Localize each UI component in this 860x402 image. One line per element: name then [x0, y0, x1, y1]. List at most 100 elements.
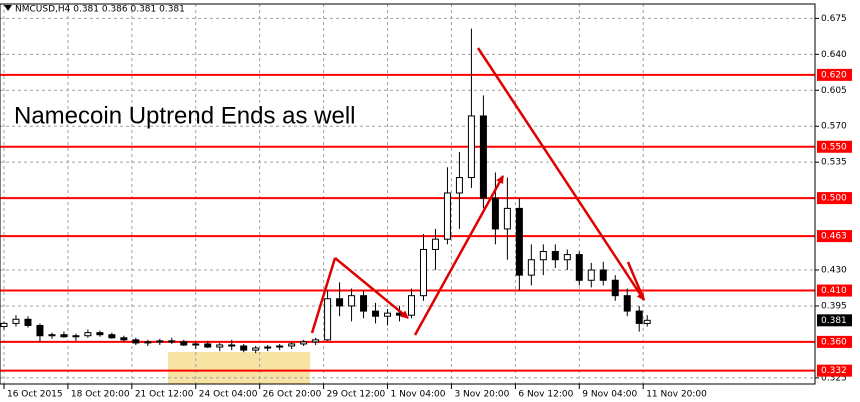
candle-body: [348, 295, 356, 307]
candle-body: [84, 332, 92, 337]
candle-body: [180, 341, 188, 346]
candle-body: [24, 318, 32, 326]
candle-body: [479, 115, 487, 199]
annotation: Namecoin Uptrend Ends as well: [14, 102, 356, 129]
candle-body: [216, 344, 224, 348]
arrow: [413, 175, 505, 336]
candle-body: [467, 115, 475, 179]
price-label: 0.381: [821, 316, 847, 326]
level-layer: [0, 73, 815, 372]
candle-body: [264, 346, 272, 349]
level-label-box: [817, 335, 852, 348]
candle-body: [300, 341, 308, 345]
candle-body: [60, 334, 68, 338]
candle-body: [108, 334, 116, 339]
candle-body: [156, 340, 164, 343]
x-tick-label: 9 Nov 04:00: [582, 390, 637, 400]
candle-body: [643, 319, 651, 324]
candle-body: [551, 251, 559, 261]
x-tick-label: 18 Oct 20:00: [71, 390, 130, 400]
arrow: [626, 261, 646, 301]
candle-body: [48, 334, 56, 337]
candle-body: [491, 197, 499, 230]
candle-body: [563, 254, 571, 261]
candle-body: [599, 269, 607, 281]
arrow: [310, 257, 337, 334]
candle-body: [36, 324, 44, 337]
x-tick-label: 3 Nov 20:00: [454, 390, 509, 400]
level-label-box: [817, 68, 852, 81]
candle-body: [96, 332, 104, 336]
y-tick-label: 0.675: [821, 14, 847, 24]
candle-body: [587, 269, 595, 281]
candle-body: [288, 343, 296, 347]
candle-layer: [0, 28, 651, 354]
y-tick-label: 0.570: [821, 122, 847, 132]
level-label: 0.620: [821, 70, 847, 80]
candle-body: [443, 192, 451, 240]
candle-body: [336, 298, 344, 307]
candle-body: [144, 341, 152, 344]
x-tick-label: 1 Nov 04:00: [391, 390, 446, 400]
candle-body: [372, 310, 380, 317]
x-tick-label: 24 Oct 04:00: [199, 390, 258, 400]
trend-arrows: [310, 47, 646, 336]
candle-body: [120, 337, 128, 341]
level-label: 0.550: [821, 142, 847, 152]
candle-body: [0, 322, 8, 327]
price-label-box: [817, 314, 852, 327]
level-label: 0.500: [821, 194, 847, 204]
highlight-zone: [168, 352, 310, 384]
candle-body: [384, 312, 392, 317]
candle-body: [12, 318, 20, 324]
candle-body: [539, 251, 547, 261]
candle-body: [72, 335, 80, 338]
chart-title: NMCUSD,H4 0.381 0.386 0.381 0.381: [15, 5, 185, 15]
level-label-box: [817, 284, 852, 297]
arrow: [476, 47, 646, 301]
candle-body: [204, 343, 212, 348]
level-label-box: [817, 230, 852, 243]
level-label-box: [817, 192, 852, 205]
level-label: 0.332: [821, 366, 847, 376]
level-label: 0.463: [821, 232, 847, 242]
candle-body: [324, 298, 332, 341]
candle-body: [168, 340, 176, 343]
candle-body: [252, 347, 260, 351]
level-label: 0.360: [821, 337, 847, 347]
level-label: 0.410: [821, 286, 847, 296]
candle-body: [455, 177, 463, 194]
candle-body: [575, 254, 583, 281]
plot-frame: [0, 3, 816, 385]
candle-body: [623, 295, 631, 312]
y-tick-label: 0.325: [821, 373, 847, 383]
candle-body: [503, 207, 511, 230]
candle-body: [635, 310, 643, 324]
candle-body: [431, 238, 439, 250]
x-tick-label: 6 Nov 12:00: [518, 390, 573, 400]
candle-body: [276, 345, 284, 348]
candle-body: [312, 339, 320, 343]
y-tick-label: 0.535: [821, 158, 847, 168]
x-tick-label: 29 Oct 12:00: [327, 390, 386, 400]
x-tick-label: 26 Oct 20:00: [263, 390, 322, 400]
candle-body: [228, 344, 236, 347]
candle-body: [407, 295, 415, 316]
candle-body: [240, 345, 248, 351]
level-label-box: [817, 364, 852, 377]
y-tick-label: 0.430: [821, 266, 847, 276]
candle-body: [527, 259, 535, 276]
y-tick-label: 0.640: [821, 50, 847, 60]
candle-body: [419, 248, 427, 297]
candle-body: [132, 339, 140, 344]
candle-body: [611, 279, 619, 297]
candle-body: [515, 207, 523, 276]
x-tick-label: 11 Nov 20:00: [646, 390, 707, 400]
candle-body: [360, 295, 368, 312]
x-tick-label: 21 Oct 12:00: [135, 390, 194, 400]
symbol-icon: [4, 5, 12, 11]
x-tick-label: 16 Oct 2015: [7, 390, 63, 400]
